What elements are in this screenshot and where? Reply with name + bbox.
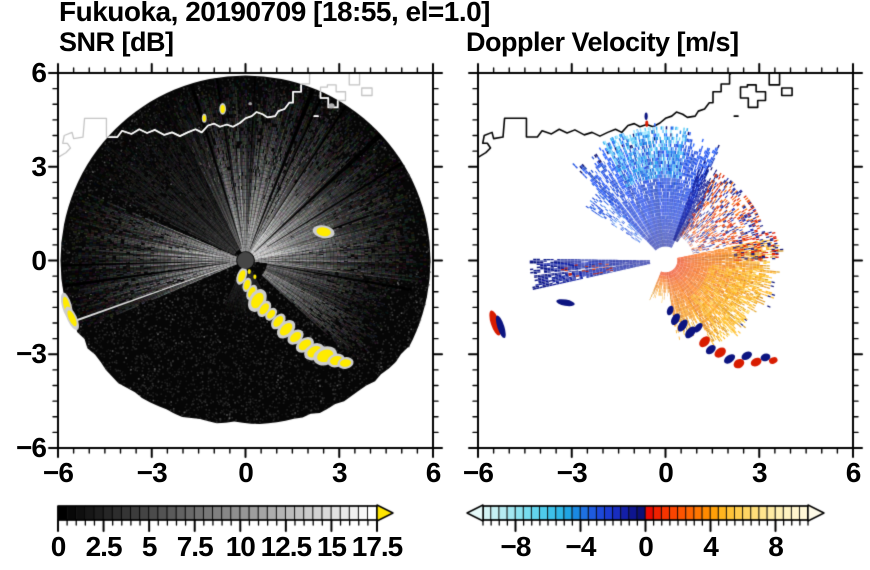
snr-colorbar-label: 17.5 (351, 531, 403, 562)
snr-colorbar-label: 0 (50, 531, 67, 562)
figure-title: Fukuoka, 20190709 [18:55, el=1.0] (59, 0, 491, 27)
snr-x-tick-label: −6 (43, 457, 74, 488)
snr-x-tick-label: −3 (136, 457, 168, 488)
snr-y-tick-label: 0 (31, 244, 47, 276)
snr-colorbar-label: 12.5 (260, 531, 312, 562)
snr-colorbar-label: 7.5 (176, 531, 214, 562)
snr-x-tick-label: 3 (331, 457, 348, 488)
snr-colorbar-label: 2.5 (85, 531, 123, 562)
velocity-x-tick-label: 3 (751, 457, 768, 488)
velocity-colorbar-label: 0 (638, 531, 654, 562)
velocity-x-tick-label: −6 (463, 457, 494, 488)
snr-x-tick-label: 0 (238, 457, 254, 488)
velocity-colorbar-label: 8 (768, 531, 784, 562)
velocity-colorbar-label: 4 (703, 531, 719, 562)
snr-colorbar-label: 15 (316, 531, 347, 562)
snr-y-tick-label: 6 (31, 57, 47, 88)
velocity-x-tick-label: −3 (556, 457, 588, 488)
snr-colorbar-label: 10 (225, 531, 256, 562)
snr-x-tick-label: 6 (425, 457, 442, 488)
velocity-x-tick-label: 6 (845, 457, 862, 488)
velocity-x-tick-label: 0 (658, 457, 674, 488)
velocity-panel-title: Doppler Velocity [m/s] (466, 27, 739, 57)
snr-y-tick-label: −3 (16, 338, 47, 370)
snr-y-tick-label: −6 (16, 432, 47, 463)
snr-colorbar-label: 5 (141, 531, 158, 562)
velocity-colorbar-label: −4 (565, 531, 597, 562)
velocity-colorbar-label: −8 (500, 531, 532, 562)
snr-panel-title: SNR [dB] (59, 27, 174, 57)
snr-y-tick-label: 3 (31, 150, 47, 182)
